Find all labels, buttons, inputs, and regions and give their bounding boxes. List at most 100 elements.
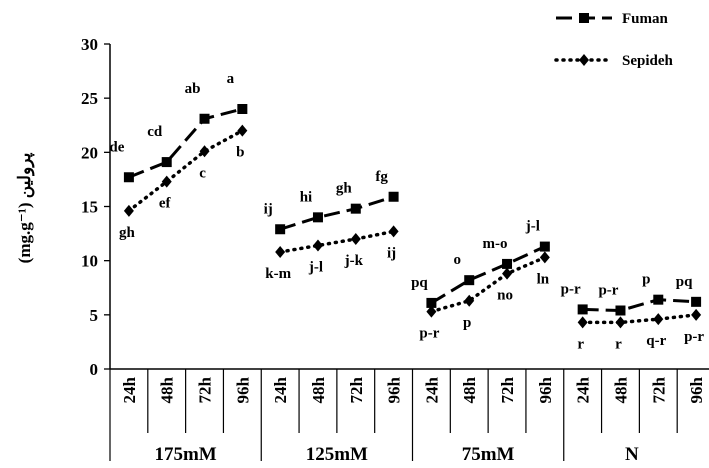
data-point-diamond [653,313,664,326]
data-point-square [275,224,286,235]
fuman-letter: m-o [483,236,508,252]
sepideh-letter: j-l [308,260,323,276]
legend-item-sepideh: Sepideh [554,53,674,69]
x-tick-label: 24h [574,376,593,403]
data-point-diamond [388,225,399,238]
group-label: 175mM [154,444,216,465]
data-point-diamond [615,316,626,329]
fuman-letter: o [453,252,461,268]
x-tick-label: 72h [498,376,517,403]
x-tick-label: 24h [120,376,139,403]
sepideh-letter: r [577,336,584,352]
x-tick-label: 72h [649,376,668,403]
data-point-square [388,191,399,202]
data-point-diamond [579,54,589,66]
data-point-square [350,203,361,214]
data-point-diamond [199,145,210,158]
x-tick-label: 96h [536,376,555,403]
data-point-square [615,305,626,316]
data-point-square [237,104,248,114]
x-tick-label: 24h [422,376,441,403]
series-line-segment [580,313,698,325]
data-point-square [502,258,513,269]
data-point-diamond [691,308,702,321]
fuman-letter: cd [147,124,163,140]
y-tick-label: 25 [81,89,98,108]
data-point-square [426,297,437,308]
data-point-square [161,157,172,168]
y-tick-label: 15 [81,198,98,217]
x-tick-label: 48h [611,376,630,403]
data-point-square [312,212,323,223]
sepideh-letter: r [615,336,622,352]
data-point-diamond [464,294,475,307]
significance-letters: deghcdefabcabijk-mhij-lghj-kfgijpqp-ropm… [109,71,704,352]
series-line-segment [582,298,697,313]
series-fuman [123,104,702,316]
sepideh-letter: gh [119,225,136,241]
fuman-letter: j-l [525,219,540,235]
x-axis-groups: 175mM 125mM 75mM N [109,433,639,465]
data-point-square [653,294,664,305]
fuman-letter: gh [336,181,353,197]
series-line-segment [429,255,547,314]
chart-series [123,104,702,329]
data-point-diamond [237,124,248,137]
fuman-letter: p [642,272,650,288]
series-sepideh [123,124,702,329]
y-axis-label: (mg.g⁻¹) پرولین [15,152,35,263]
sepideh-letter: p-r [684,329,704,345]
x-axis-ticks: 24h 48h 72h 96h 24h 48h 72h 96h 24h 48h 72h 96h 24h 4… [109,369,706,433]
data-point-square [123,172,134,183]
x-tick-label: 72h [196,376,215,403]
data-point-diamond [275,246,286,258]
sepideh-letter: p [463,315,471,331]
sepideh-letter: no [497,288,513,304]
data-point-square [199,113,210,124]
fuman-letter: p-r [561,281,581,297]
data-point-square [539,241,550,252]
y-axis-ticks: 0 5 10 15 20 25 30 [81,35,110,379]
fuman-letter: hi [300,189,313,205]
x-tick-label: 72h [347,376,366,403]
x-tick-label: 96h [687,376,706,403]
sepideh-letter: b [236,145,244,161]
sepideh-letter: j-k [344,253,364,269]
fuman-letter: p-r [598,283,618,299]
data-point-square [691,296,702,307]
fuman-letter: de [109,139,124,155]
data-point-diamond [539,251,550,264]
fuman-letter: pq [676,274,693,290]
fuman-letter: fg [375,169,388,185]
group-label: N [625,444,639,465]
series-line-segment [128,107,243,179]
series-line-segment [430,245,546,305]
data-point-diamond [502,267,513,280]
sepideh-letter: c [199,165,206,181]
series-line-segment [127,128,245,213]
x-tick-label: 48h [158,376,177,403]
data-point-diamond [312,239,323,252]
fuman-letter: pq [411,275,428,291]
sepideh-letter: p-r [419,326,439,342]
x-tick-label: 96h [385,376,404,403]
fuman-letter: ab [185,81,201,97]
data-point-diamond [123,204,134,217]
series-line-segment [278,229,396,254]
y-tick-label: 0 [90,360,99,379]
data-point-square [579,13,589,23]
x-tick-label: 24h [271,376,290,403]
legend-label: Fuman [622,11,669,27]
legend-item-fuman: Fuman [556,11,669,27]
sepideh-letter: q-r [646,333,666,349]
fuman-letter: a [227,71,235,87]
chart-legend: Fuman Sepideh [554,11,674,69]
x-tick-label: 48h [460,376,479,403]
data-point-diamond [350,233,361,245]
y-tick-label: 20 [81,143,98,162]
group-label: 125mM [306,444,368,465]
sepideh-letter: k-m [265,266,291,282]
y-tick-label: 5 [90,306,99,325]
sepideh-letter: ln [537,271,550,287]
